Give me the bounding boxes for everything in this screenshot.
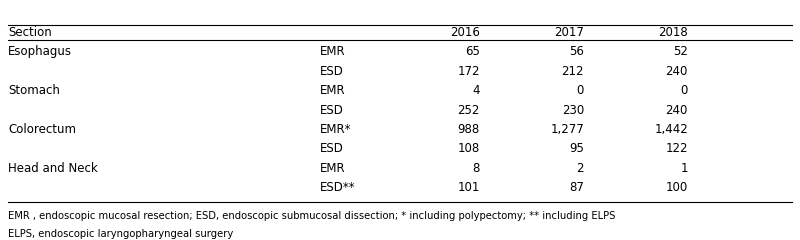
Text: 988: 988: [458, 123, 480, 136]
Text: 1,277: 1,277: [550, 123, 584, 136]
Text: 1,442: 1,442: [654, 123, 688, 136]
Text: Esophagus: Esophagus: [8, 45, 72, 58]
Text: 4: 4: [473, 84, 480, 97]
Text: EMR , endoscopic mucosal resection; ESD, endoscopic submucosal dissection; * inc: EMR , endoscopic mucosal resection; ESD,…: [8, 211, 615, 222]
Text: 230: 230: [562, 103, 584, 117]
Text: ESD: ESD: [320, 103, 344, 117]
Text: 65: 65: [465, 45, 480, 58]
Text: 108: 108: [458, 142, 480, 156]
Text: Colorectum: Colorectum: [8, 123, 76, 136]
Text: 2016: 2016: [450, 26, 480, 39]
Text: 87: 87: [569, 181, 584, 194]
Text: 2018: 2018: [658, 26, 688, 39]
Text: Section: Section: [8, 26, 52, 39]
Text: 101: 101: [458, 181, 480, 194]
Text: ESD: ESD: [320, 142, 344, 156]
Text: 2: 2: [577, 162, 584, 175]
Text: Head and Neck: Head and Neck: [8, 162, 98, 175]
Text: Stomach: Stomach: [8, 84, 60, 97]
Text: 252: 252: [458, 103, 480, 117]
Text: 172: 172: [458, 65, 480, 78]
Text: EMR*: EMR*: [320, 123, 351, 136]
Text: 95: 95: [569, 142, 584, 156]
Text: 0: 0: [681, 84, 688, 97]
Text: 240: 240: [666, 103, 688, 117]
Text: ELPS, endoscopic laryngopharyngeal surgery: ELPS, endoscopic laryngopharyngeal surge…: [8, 229, 234, 239]
Text: 8: 8: [473, 162, 480, 175]
Text: ESD**: ESD**: [320, 181, 356, 194]
Text: 240: 240: [666, 65, 688, 78]
Text: 56: 56: [569, 45, 584, 58]
Text: EMR: EMR: [320, 84, 346, 97]
Text: 0: 0: [577, 84, 584, 97]
Text: EMR: EMR: [320, 45, 346, 58]
Text: EMR: EMR: [320, 162, 346, 175]
Text: 1: 1: [681, 162, 688, 175]
Text: 2017: 2017: [554, 26, 584, 39]
Text: 52: 52: [673, 45, 688, 58]
Text: 122: 122: [666, 142, 688, 156]
Text: 212: 212: [562, 65, 584, 78]
Text: 100: 100: [666, 181, 688, 194]
Text: ESD: ESD: [320, 65, 344, 78]
